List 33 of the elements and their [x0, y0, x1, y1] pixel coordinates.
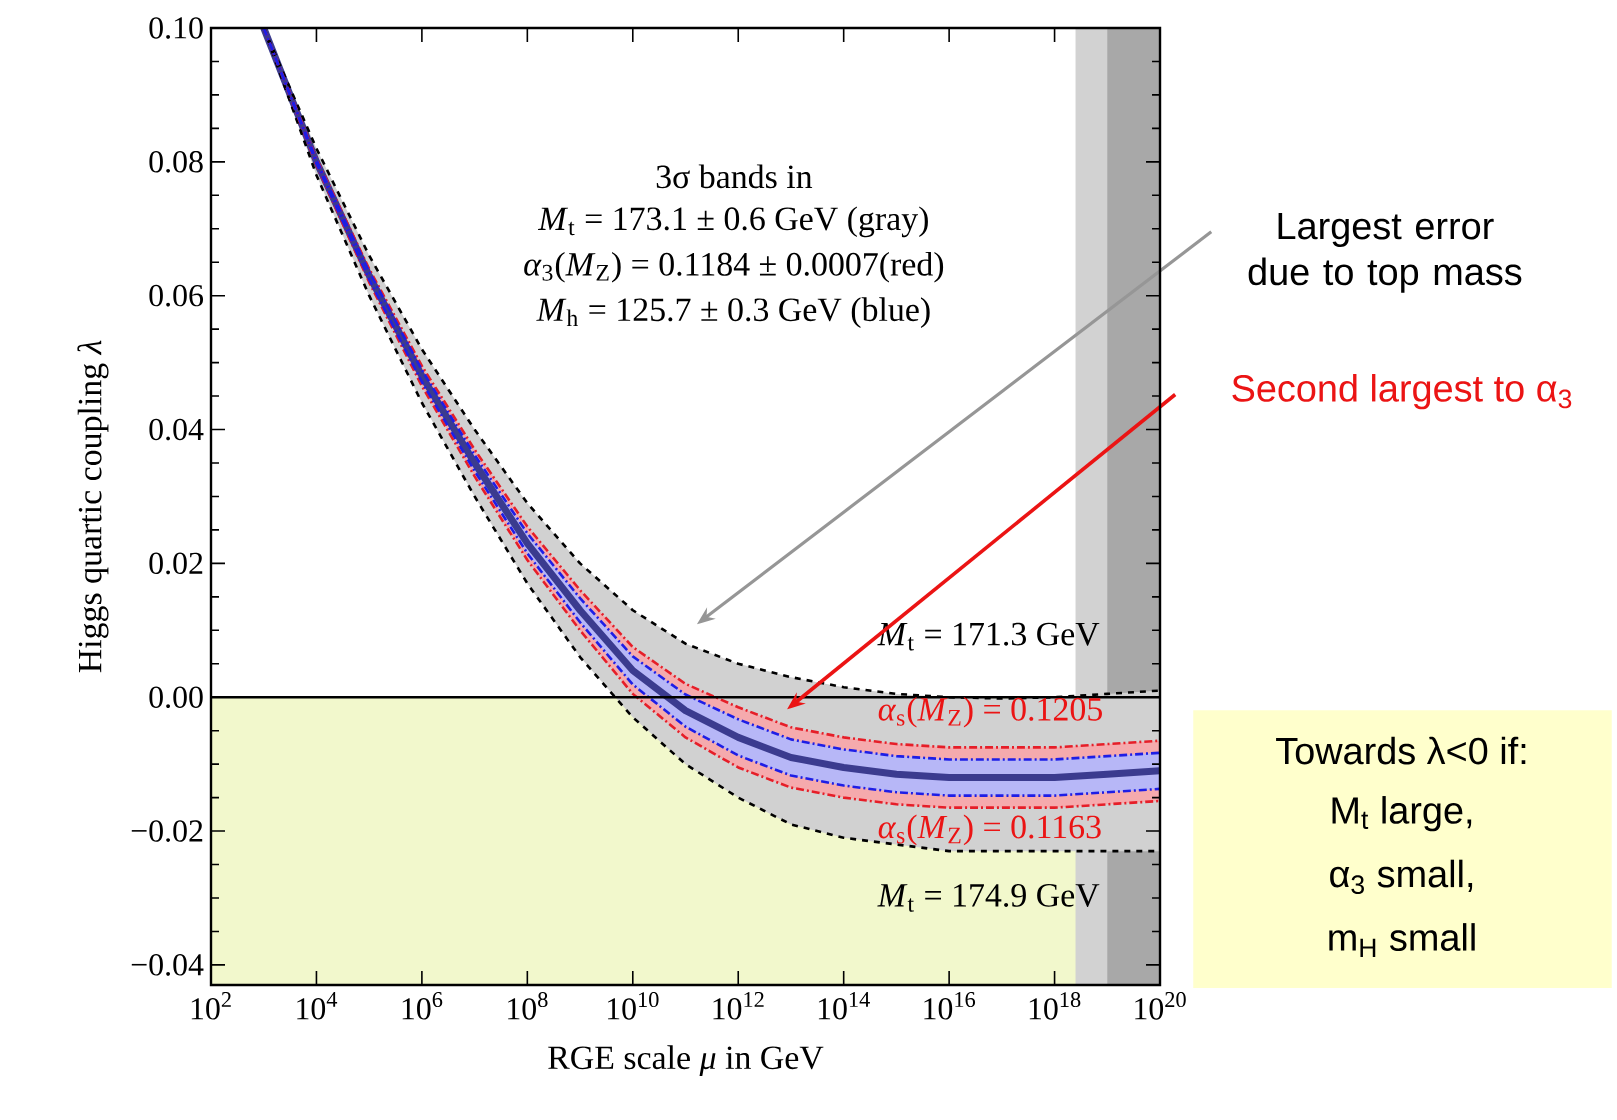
- y-tick-label: 0.04: [149, 418, 204, 441]
- text: m$_{H}$ small: [1329, 923, 1475, 957]
- x-tick-label: 10$^{2}$: [191, 992, 231, 1020]
- annotation: M$_{t}$ = 173.1 ± 0.6 GeV (gray): [537, 206, 928, 238]
- annotation: M$_{t}$ = 174.9 GeV: [877, 883, 1100, 912]
- text: Second largest to α$_{3}$: [1232, 374, 1572, 410]
- text: α$_{3}$ small,: [1330, 859, 1473, 895]
- y-axis-title: Higgs quartic coupling λ: [77, 340, 109, 673]
- x-tick-label: 10$^{12}$: [713, 992, 764, 1020]
- annotation: M$_{h}$ = 125.7 ± 0.3 GeV (blue): [536, 297, 930, 329]
- x-tick-label: 10$^{10}$: [608, 992, 659, 1020]
- x-tick-label: 10$^{16}$: [924, 992, 976, 1020]
- annotation: α$_{3}$(M$_{Z}$) = 0.1184 ± 0.0007(red): [524, 251, 944, 283]
- y-tick-label: 0.08: [149, 151, 203, 173]
- x-tick-label: 10$^{8}$: [508, 992, 548, 1020]
- x-tick-label: 10$^{4}$: [297, 992, 338, 1020]
- y-tick-label: 0.02: [149, 552, 203, 575]
- y-tick-label: 0.00: [149, 686, 203, 709]
- annotation: α$_{s}$(M$_{Z}$) = 0.1205: [878, 696, 1102, 728]
- annotation: α$_{s}$(M$_{Z}$) = 0.1163: [878, 814, 1101, 846]
- text: Towards λ<0 if:: [1276, 736, 1526, 765]
- y-tick-label: −0.04: [131, 954, 204, 976]
- text: M$_{t}$ large,: [1332, 796, 1472, 832]
- x-axis-title: RGE scale μ in GeV: [548, 1045, 824, 1077]
- x-tick-label: 10$^{20}$: [1135, 992, 1186, 1020]
- x-tick-label: 10$^{6}$: [402, 992, 443, 1020]
- y-tick-label: 0.10: [149, 17, 203, 39]
- text: Largest error due to top mass: [1248, 213, 1522, 293]
- x-tick-label: 10$^{18}$: [1029, 992, 1081, 1020]
- y-tick-label: −0.02: [131, 820, 203, 842]
- y-tick-label: 0.06: [149, 284, 204, 307]
- x-tick-label: 10$^{14}$: [818, 992, 870, 1020]
- annotation: 3σ bands in: [656, 164, 813, 189]
